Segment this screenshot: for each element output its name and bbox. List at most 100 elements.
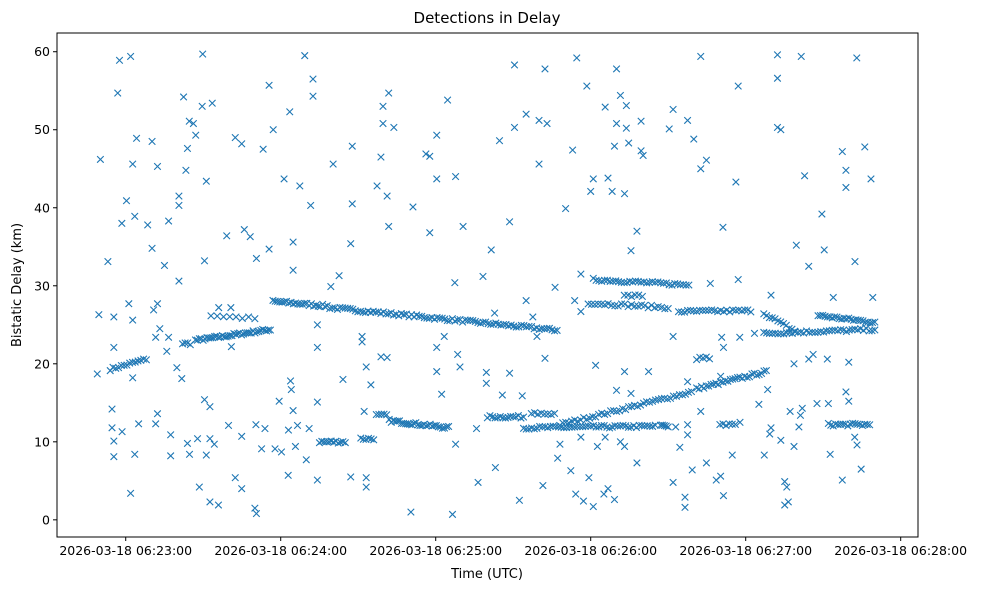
detection-point [339, 375, 347, 384]
detection-point [175, 277, 183, 285]
detection-point [291, 442, 300, 451]
detection-point [570, 296, 579, 305]
detection-point [153, 300, 162, 308]
detection-point [277, 448, 286, 456]
detection-point [122, 197, 131, 205]
detection-point [286, 377, 295, 385]
detection-point [863, 420, 871, 429]
detection-point [702, 156, 711, 164]
detection-point [814, 328, 822, 336]
detection-point [529, 313, 537, 321]
detection-point [616, 422, 625, 430]
detection-point [681, 493, 689, 501]
detection-point [108, 405, 116, 413]
detection-point [660, 394, 669, 403]
detection-point [683, 306, 692, 315]
detection-point [175, 192, 183, 200]
detection-point [469, 316, 477, 325]
detection-point [178, 374, 186, 383]
detection-point [765, 313, 774, 322]
detection-point [104, 257, 112, 266]
detection-point [195, 483, 204, 491]
detection-point [669, 105, 677, 114]
detection-point [690, 135, 698, 143]
detection-point [750, 329, 759, 338]
detection-point [129, 316, 137, 324]
detection-point [517, 414, 525, 422]
detection-point [252, 254, 261, 263]
detection-point [559, 419, 567, 427]
detection-point [312, 301, 320, 310]
detection-point [731, 374, 739, 383]
detection-point [214, 501, 223, 509]
detection-point [192, 131, 200, 139]
detection-point [139, 355, 148, 363]
detection-point [683, 420, 692, 429]
x-tick-label: 2026-03-18 06:23:00 [59, 543, 192, 558]
detection-point [347, 239, 355, 248]
detection-point [482, 379, 491, 387]
detection-point [553, 326, 561, 335]
detection-point [321, 302, 329, 311]
detection-point [838, 476, 846, 484]
detection-point [620, 278, 628, 287]
detection-point [868, 326, 876, 335]
detection-point [232, 330, 240, 339]
detection-point [657, 279, 665, 287]
detection-point [853, 420, 862, 428]
detection-point [661, 305, 669, 313]
detection-point [572, 490, 580, 498]
detection-point [766, 430, 774, 438]
detection-point [377, 353, 385, 361]
detection-point [659, 279, 668, 287]
detection-point [539, 481, 547, 490]
detection-point [824, 399, 833, 408]
detection-point [579, 497, 588, 505]
detection-point [118, 219, 126, 228]
detection-point [734, 82, 742, 90]
detection-point [631, 302, 639, 310]
detection-point [741, 306, 749, 314]
detection-point [238, 140, 246, 148]
detection-point [227, 303, 235, 312]
detection-point [585, 474, 593, 482]
detection-point [451, 440, 460, 448]
detection-point [583, 82, 591, 90]
detection-point [546, 422, 555, 431]
detection-point [686, 306, 695, 315]
detection-point [685, 281, 693, 289]
detection-point [760, 367, 768, 375]
detection-point [697, 52, 705, 61]
detection-point [300, 299, 309, 307]
detection-point [437, 390, 446, 398]
detection-point [301, 51, 309, 60]
detection-point [383, 192, 391, 200]
detection-point [591, 361, 600, 370]
detection-point [189, 119, 198, 128]
detection-point [642, 398, 651, 406]
detection-point [195, 334, 203, 343]
detection-point [836, 325, 845, 334]
detection-point [689, 307, 698, 315]
detection-point [433, 367, 441, 376]
detection-point [760, 328, 768, 337]
detection-point [747, 308, 755, 316]
detection-point [314, 302, 322, 310]
detection-point [601, 103, 609, 111]
detection-point [797, 52, 805, 61]
detection-point [725, 420, 733, 428]
detection-point [348, 200, 356, 208]
detection-point [289, 266, 297, 274]
detection-point [309, 75, 317, 83]
detection-point [383, 353, 391, 362]
detection-point [237, 331, 246, 339]
detection-point [430, 421, 438, 430]
detection-point [674, 307, 683, 316]
detection-point [393, 417, 402, 425]
detection-point [593, 442, 602, 451]
detection-point [219, 313, 228, 321]
detection-point [676, 443, 684, 451]
detection-point [115, 56, 124, 64]
detection-point [848, 325, 856, 334]
